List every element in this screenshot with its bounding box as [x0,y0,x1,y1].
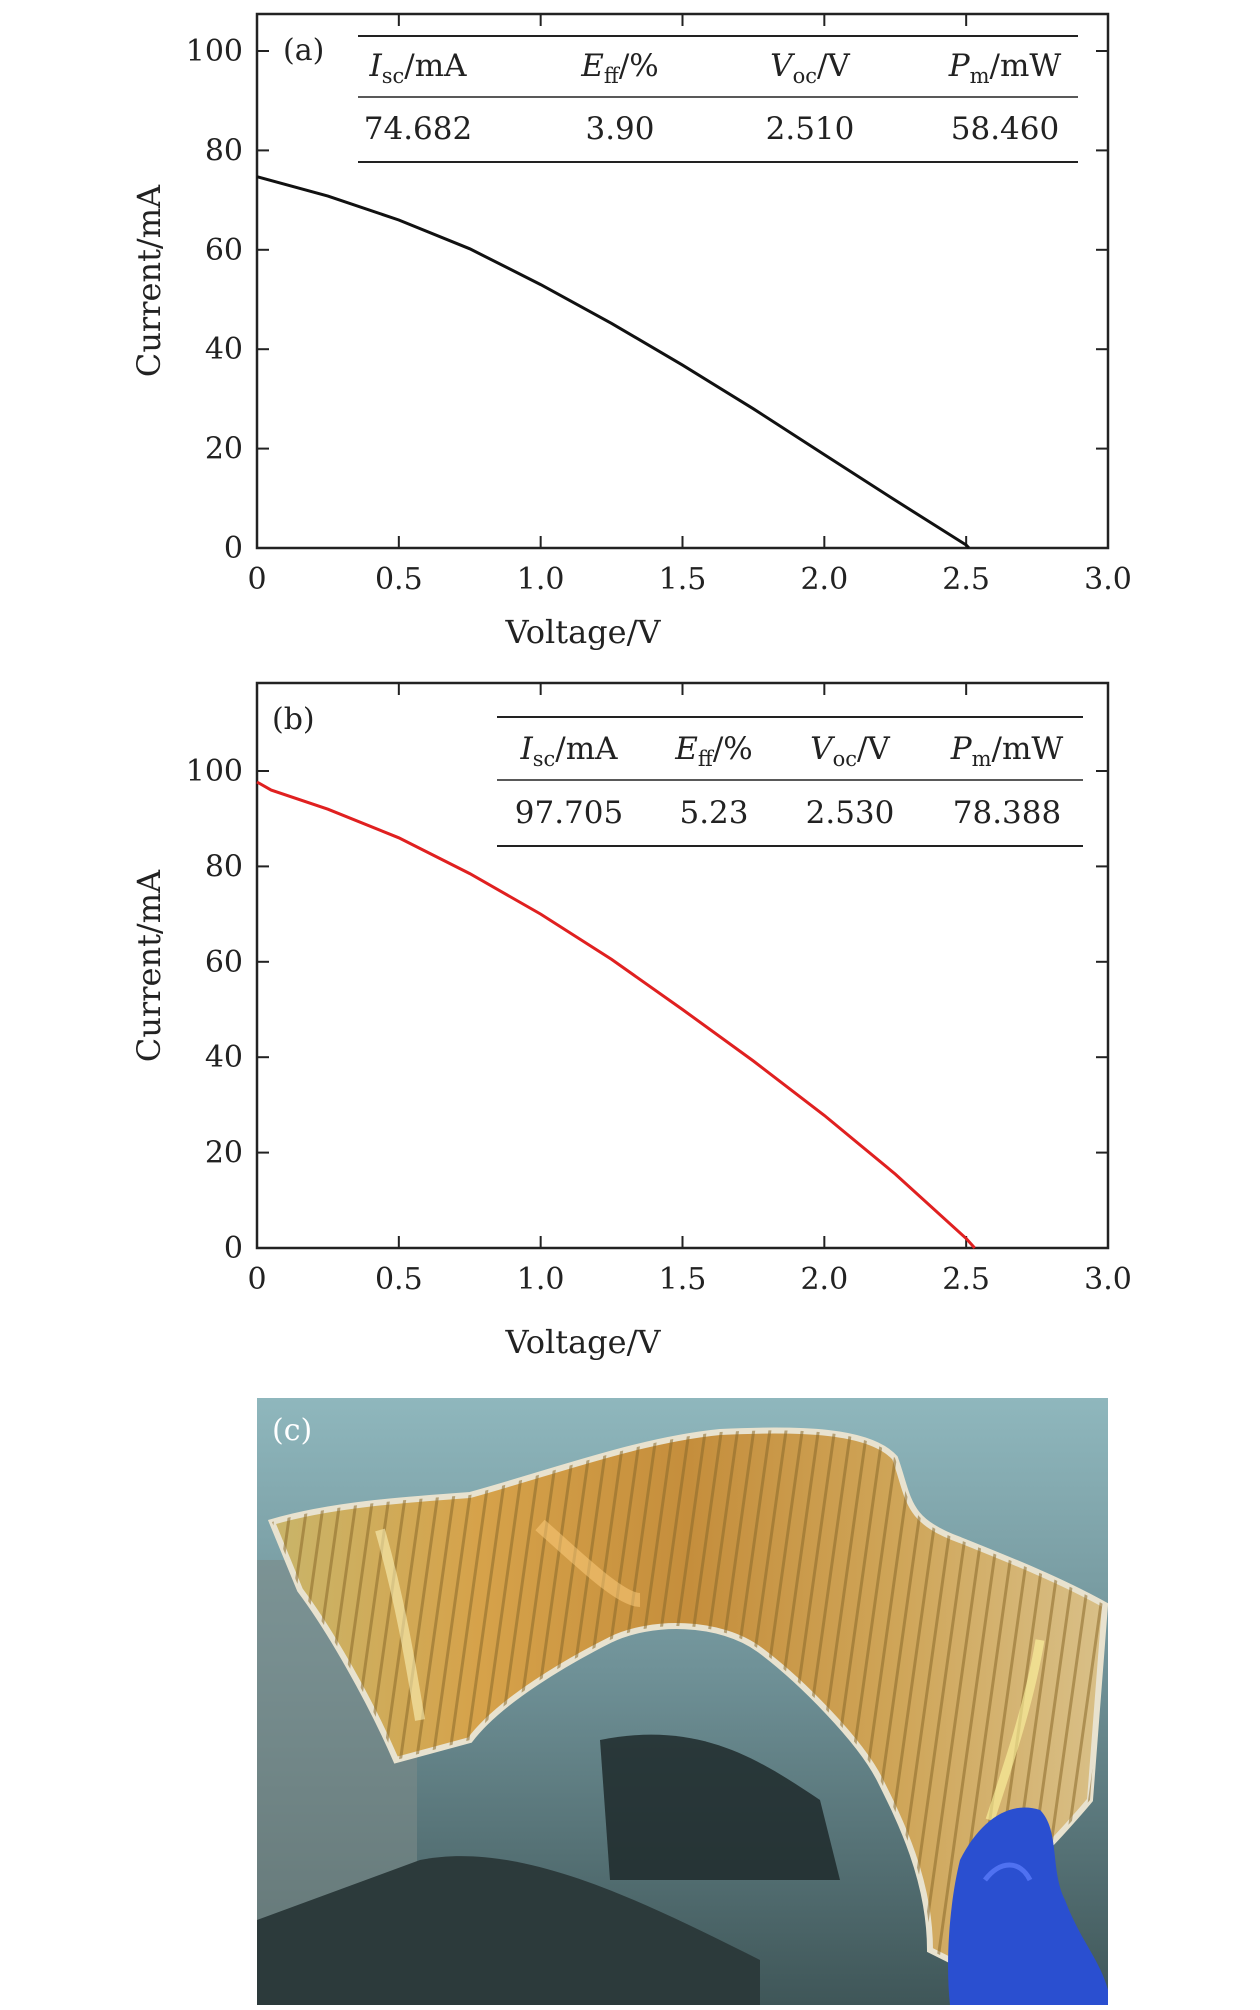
panel-b-x-axis-title: Voltage/V [505,1323,662,1361]
panel-a-label: (a) [283,33,324,68]
panel-c-photo: (c) [257,1398,1108,2005]
panel-a-x-axis-title: Voltage/V [505,613,662,651]
panel-b-value-voc: 2.530 [806,795,895,831]
panel-a-x-tick-label: 0.5 [375,562,423,597]
panel-b-header-voc: Voc/V [810,731,890,771]
panel-b-y-ticks: 0 20 40 60 80 100 [186,754,1108,1266]
panel-a-x-tick-label: 2.0 [800,562,848,597]
panel-a-chart: 0 20 40 60 80 100 0 0.5 1.0 1.5 2.0 2.5 3.0 (a) Vol… [130,12,1132,651]
panel-b-x-tick-label: 1.5 [659,1262,707,1297]
panel-b-y-tick-label: 80 [205,849,243,884]
panel-a-header-eff: Eff/% [580,48,658,88]
panel-a-y-tick-label: 40 [205,332,243,367]
panel-b-y-tick-label: 60 [205,945,243,980]
film-highlight-left [375,1528,425,1721]
panel-a-value-voc: 2.510 [766,111,855,147]
panel-a-y-tick-label: 100 [186,34,243,69]
panel-a-x-tick-label: 1.5 [659,562,707,597]
panel-b-header-pm: Pm/mW [950,731,1064,771]
panel-b-x-tick-label: 2.5 [942,1262,990,1297]
panel-a-y-tick-label: 0 [224,531,243,566]
panel-a-x-tick-label: 0 [247,562,266,597]
panel-a-x-tick-label: 3.0 [1084,562,1132,597]
panel-a-header-pm: Pm/mW [948,48,1062,88]
panel-a-value-pm: 58.460 [951,111,1059,147]
blue-glove [948,1807,1108,2005]
panel-a-y-tick-label: 80 [205,133,243,168]
panel-b-table: Isc/mA Eff/% Voc/V Pm/mW 97.705 5.23 2.5… [497,716,1083,847]
panel-b-series-line [256,780,976,1250]
panel-a-y-tick-label: 60 [205,233,243,268]
panel-b-y-tick-label: 0 [224,1231,243,1266]
panel-b-label: (b) [272,702,315,737]
panel-b-x-tick-label: 0.5 [375,1262,423,1297]
panel-b-y-tick-label: 100 [186,754,243,789]
panel-a-y-ticks: 0 20 40 60 80 100 [186,34,1108,566]
panel-b-y-tick-label: 20 [205,1136,243,1171]
panel-b-header-isc: Isc/mA [519,731,618,771]
panel-a-frame [255,12,1110,550]
panel-a-header-voc: Voc/V [770,48,850,88]
panel-b-y-tick-label: 40 [205,1040,243,1075]
panel-b-chart: 0 20 40 60 80 100 0 0.5 1.0 1.5 2.0 2.5 3.0 (b) Vol… [130,681,1132,1361]
panel-c-label: (c) [272,1413,312,1448]
panel-a-y-axis-title: Current/mA [130,184,168,377]
panel-a-x-tick-label: 2.5 [942,562,990,597]
panel-a-series-line [256,175,971,550]
panel-a-x-tick-label: 1.0 [517,562,565,597]
panel-b-x-ticks: 0 0.5 1.0 1.5 2.0 2.5 3.0 [247,683,1132,1297]
panel-a-y-tick-label: 20 [205,432,243,467]
panel-b-x-tick-label: 0 [247,1262,266,1297]
photo-dark-sleeve [600,1734,840,1880]
panel-b-x-tick-label: 2.0 [800,1262,848,1297]
photo-dark-clothing [257,1856,760,2005]
glove-highlight [983,1862,1033,1882]
panel-a-header-isc: Isc/mA [368,48,467,88]
panel-b-value-eff: 5.23 [679,795,748,831]
panel-b-x-tick-label: 3.0 [1084,1262,1132,1297]
panel-a-table: Isc/mA Eff/% Voc/V Pm/mW 74.682 3.90 2.5… [358,35,1078,163]
panel-a-x-ticks: 0 0.5 1.0 1.5 2.0 2.5 3.0 [247,14,1132,597]
film-cell-stripes [272,1430,1105,1960]
film-highlight-right [985,1639,1045,1822]
panel-a-value-isc: 74.682 [364,111,472,147]
panel-b-header-eff: Eff/% [674,731,752,771]
panel-b-y-axis-title: Current/mA [130,869,168,1062]
panel-b-value-pm: 78.388 [953,795,1061,831]
panel-b-value-isc: 97.705 [515,795,623,831]
panel-a-value-eff: 3.90 [585,111,654,147]
panel-b-x-tick-label: 1.0 [517,1262,565,1297]
film-highlight-center [535,1519,641,1607]
